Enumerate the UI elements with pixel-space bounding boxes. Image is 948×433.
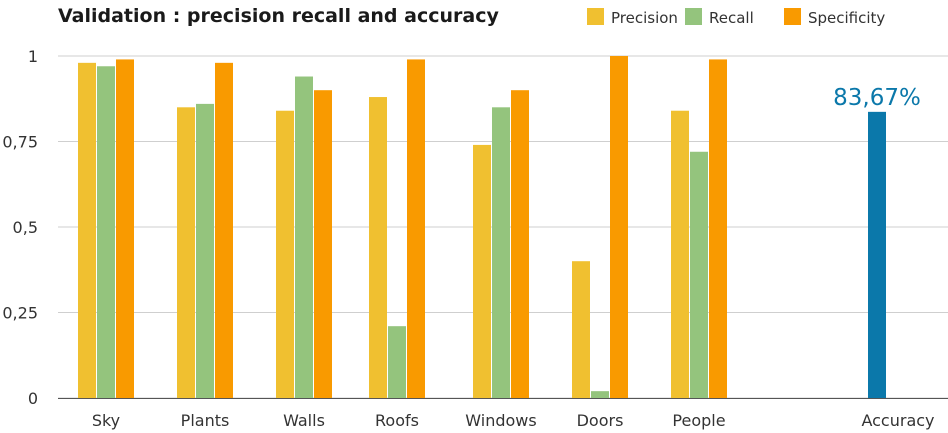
x-tick-label: Walls	[283, 411, 325, 430]
bar-precision-windows	[473, 144, 491, 398]
y-tick-label: 0,25	[2, 304, 38, 323]
legend-label-recall: Recall	[709, 9, 754, 27]
bar-specificity-people	[709, 59, 727, 399]
bar-recall-walls	[295, 76, 313, 399]
bar-specificity-plants	[215, 62, 233, 399]
legend-swatch-recall	[685, 8, 702, 25]
bar-recall-people	[690, 151, 708, 398]
legend: Precision Recall Specificity	[587, 8, 885, 27]
bar-precision-sky	[78, 62, 96, 399]
bar-accuracy	[868, 111, 886, 398]
y-tick-label: 0,75	[2, 133, 38, 152]
chart-title: Validation : precision recall and accura…	[58, 5, 499, 27]
bar-precision-walls	[276, 110, 294, 398]
y-tick-label: 0	[28, 389, 38, 408]
legend-swatch-precision	[587, 8, 604, 25]
bar-precision-people	[671, 110, 689, 398]
bar-precision-plants	[177, 107, 195, 399]
x-tick-label: Plants	[181, 411, 230, 430]
bar-precision-doors	[572, 261, 590, 398]
x-tick-label: Accuracy	[861, 411, 934, 430]
legend-label-precision: Precision	[611, 9, 678, 27]
bar-precision-roofs	[369, 97, 387, 398]
bar-specificity-roofs	[407, 59, 425, 399]
bar-recall-plants	[196, 103, 214, 398]
x-tick-label: Doors	[577, 411, 624, 430]
legend-label-specificity: Specificity	[808, 9, 885, 27]
bar-recall-windows	[492, 107, 510, 399]
x-tick-label: People	[672, 411, 725, 430]
bar-recall-sky	[97, 66, 115, 398]
bar-specificity-windows	[511, 90, 529, 398]
bars: 83,67%	[78, 56, 921, 399]
y-tick-label: 0,5	[13, 218, 38, 237]
x-axis: Sky Plants Walls Roofs Windows Doors People Acc…	[58, 398, 948, 430]
x-tick-label: Windows	[465, 411, 536, 430]
x-tick-label: Sky	[92, 411, 120, 430]
bar-recall-roofs	[388, 326, 406, 398]
bar-specificity-sky	[116, 59, 134, 399]
y-tick-label: 1	[28, 47, 38, 66]
bar-specificity-doors	[610, 56, 628, 398]
accuracy-data-label: 83,67%	[833, 85, 921, 111]
bar-recall-doors	[591, 391, 609, 398]
bar-specificity-walls	[314, 90, 332, 398]
legend-swatch-specificity	[784, 8, 801, 25]
x-tick-label: Roofs	[375, 411, 419, 430]
y-axis: 0 0,25 0,5 0,75 1	[2, 47, 38, 408]
